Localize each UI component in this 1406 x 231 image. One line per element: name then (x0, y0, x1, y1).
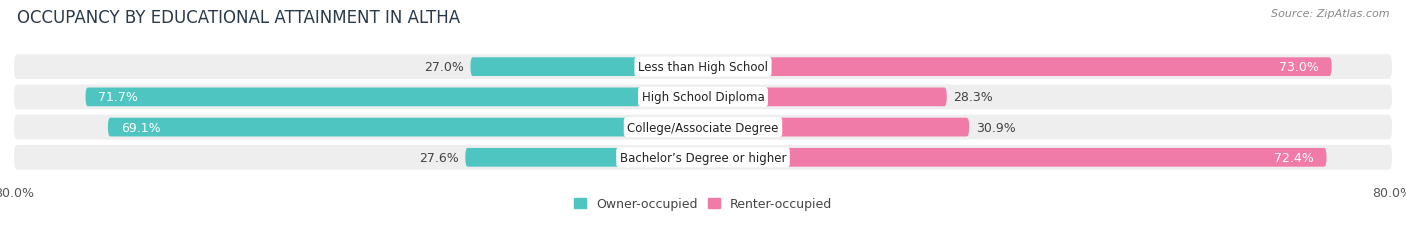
Text: 72.4%: 72.4% (1274, 151, 1313, 164)
Text: College/Associate Degree: College/Associate Degree (627, 121, 779, 134)
FancyBboxPatch shape (14, 55, 1392, 80)
FancyBboxPatch shape (465, 148, 703, 167)
Text: 30.9%: 30.9% (976, 121, 1015, 134)
Text: 69.1%: 69.1% (121, 121, 160, 134)
FancyBboxPatch shape (86, 88, 703, 107)
Text: Bachelor’s Degree or higher: Bachelor’s Degree or higher (620, 151, 786, 164)
FancyBboxPatch shape (703, 118, 969, 137)
Text: 27.0%: 27.0% (423, 61, 464, 74)
Text: 27.6%: 27.6% (419, 151, 458, 164)
FancyBboxPatch shape (703, 88, 946, 107)
FancyBboxPatch shape (14, 115, 1392, 140)
FancyBboxPatch shape (108, 118, 703, 137)
Text: OCCUPANCY BY EDUCATIONAL ATTAINMENT IN ALTHA: OCCUPANCY BY EDUCATIONAL ATTAINMENT IN A… (17, 9, 460, 27)
FancyBboxPatch shape (471, 58, 703, 77)
Text: Source: ZipAtlas.com: Source: ZipAtlas.com (1271, 9, 1389, 19)
FancyBboxPatch shape (703, 148, 1326, 167)
Text: High School Diploma: High School Diploma (641, 91, 765, 104)
FancyBboxPatch shape (703, 58, 1331, 77)
Text: 28.3%: 28.3% (953, 91, 994, 104)
FancyBboxPatch shape (14, 85, 1392, 110)
Text: 71.7%: 71.7% (98, 91, 138, 104)
FancyBboxPatch shape (14, 145, 1392, 170)
Text: 73.0%: 73.0% (1279, 61, 1319, 74)
Legend: Owner-occupied, Renter-occupied: Owner-occupied, Renter-occupied (568, 192, 838, 215)
Text: Less than High School: Less than High School (638, 61, 768, 74)
